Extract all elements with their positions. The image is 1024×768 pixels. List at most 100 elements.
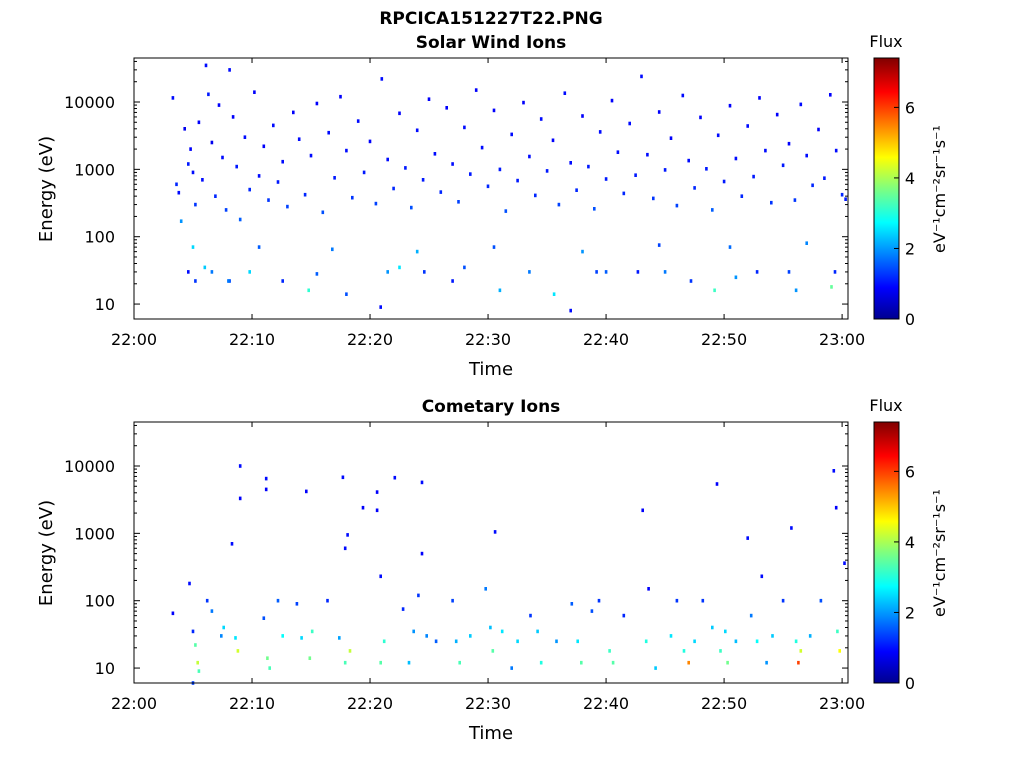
data-point — [191, 170, 195, 175]
data-point — [755, 270, 759, 274]
data-point — [790, 526, 793, 530]
data-point — [439, 190, 443, 194]
data-point — [522, 100, 525, 105]
panel-solar-wind: Solar Wind Ions 22:00 22:10 22:20 22:30 22:4… — [36, 32, 949, 380]
data-point — [597, 598, 601, 603]
x-axis-title: Time — [468, 359, 513, 380]
x-tick-label: 22:50 — [701, 330, 747, 349]
data-point — [593, 207, 596, 211]
data-point — [492, 108, 496, 113]
data-point — [393, 475, 397, 480]
colorbar-tick-label: 2 — [905, 239, 915, 258]
data-point — [300, 636, 303, 640]
data-point — [375, 490, 379, 494]
data-point — [171, 96, 175, 100]
data-point — [510, 666, 513, 670]
data-point — [238, 217, 242, 222]
data-point — [398, 111, 401, 116]
data-point — [276, 598, 280, 603]
x-tick-label: 22:30 — [465, 694, 511, 713]
colorbar-tick-label: 2 — [905, 603, 915, 622]
colorbar-title: Flux — [869, 32, 902, 51]
data-point — [834, 505, 838, 510]
data-point — [415, 128, 419, 133]
data-point — [205, 598, 209, 603]
data-point — [641, 508, 644, 513]
colorbar: Flux 0 2 4 6 eV⁻¹cm⁻²sr⁻¹s⁻¹ — [869, 32, 949, 329]
data-point — [724, 629, 727, 634]
data-point — [356, 119, 360, 123]
data-point — [701, 598, 705, 603]
data-point — [689, 279, 693, 283]
chart-title: Cometary Ions — [422, 397, 561, 417]
data-point — [746, 124, 749, 128]
data-point — [305, 489, 308, 494]
data-point — [235, 164, 238, 169]
data-point — [787, 141, 791, 146]
data-point — [469, 634, 472, 638]
data-point — [838, 649, 841, 653]
axes: 22:00 22:10 22:20 22:30 22:40 22:50 23:00 10 100… — [64, 422, 865, 713]
data-point — [203, 265, 207, 270]
x-tick-label: 22:00 — [111, 330, 157, 349]
x-tick-label: 22:40 — [583, 330, 629, 349]
colorbar-tick-label: 6 — [905, 98, 915, 117]
data-point — [451, 598, 454, 603]
data-point — [663, 270, 667, 274]
data-point — [781, 163, 785, 168]
data-point — [264, 476, 268, 481]
data-point — [652, 196, 655, 201]
y-axis-title: Energy (eV) — [36, 500, 57, 606]
data-point — [345, 148, 348, 153]
data-point — [243, 135, 247, 139]
data-point — [463, 265, 466, 270]
colorbar-ticks: 0 2 4 6 — [894, 462, 915, 693]
data-point — [500, 629, 504, 634]
data-point — [570, 602, 574, 606]
data-point — [238, 464, 242, 468]
data-point — [469, 172, 472, 176]
data-point — [770, 200, 773, 205]
data-point — [765, 660, 768, 665]
data-point — [177, 190, 181, 195]
data-point — [746, 536, 749, 540]
data-point — [669, 136, 673, 140]
data-point — [669, 634, 673, 638]
data-point — [654, 666, 657, 670]
data-point — [361, 505, 365, 510]
data-point — [551, 138, 555, 143]
data-point — [817, 127, 820, 132]
data-point — [663, 168, 667, 172]
plot-frame — [133, 57, 849, 320]
y-tick-label: 1000 — [74, 524, 115, 543]
data-point — [214, 194, 217, 198]
data-point — [268, 666, 271, 670]
y-tick-label: 10000 — [64, 93, 115, 112]
data-point — [755, 639, 759, 644]
colorbar-tick-label: 0 — [905, 310, 915, 329]
colorbar-gradient — [873, 57, 900, 320]
data-point — [590, 609, 594, 613]
data-point — [281, 634, 284, 638]
data-point — [220, 634, 223, 638]
data-point — [321, 210, 325, 215]
data-point — [628, 121, 631, 126]
data-point — [375, 508, 379, 513]
data-point — [474, 88, 478, 92]
data-point — [610, 98, 614, 103]
data-point — [404, 166, 407, 170]
data-point — [799, 649, 803, 653]
data-point — [752, 174, 755, 179]
data-point — [341, 475, 345, 480]
colorbar-tick-label: 0 — [905, 674, 915, 693]
data-point — [711, 625, 714, 630]
data-point — [348, 649, 352, 653]
data-point — [308, 656, 312, 660]
data-point — [197, 669, 201, 673]
data-point — [392, 186, 395, 191]
data-point — [303, 192, 307, 197]
data-point — [699, 115, 702, 120]
data-point — [705, 167, 708, 171]
data-point — [207, 92, 210, 97]
data-point — [622, 191, 626, 196]
